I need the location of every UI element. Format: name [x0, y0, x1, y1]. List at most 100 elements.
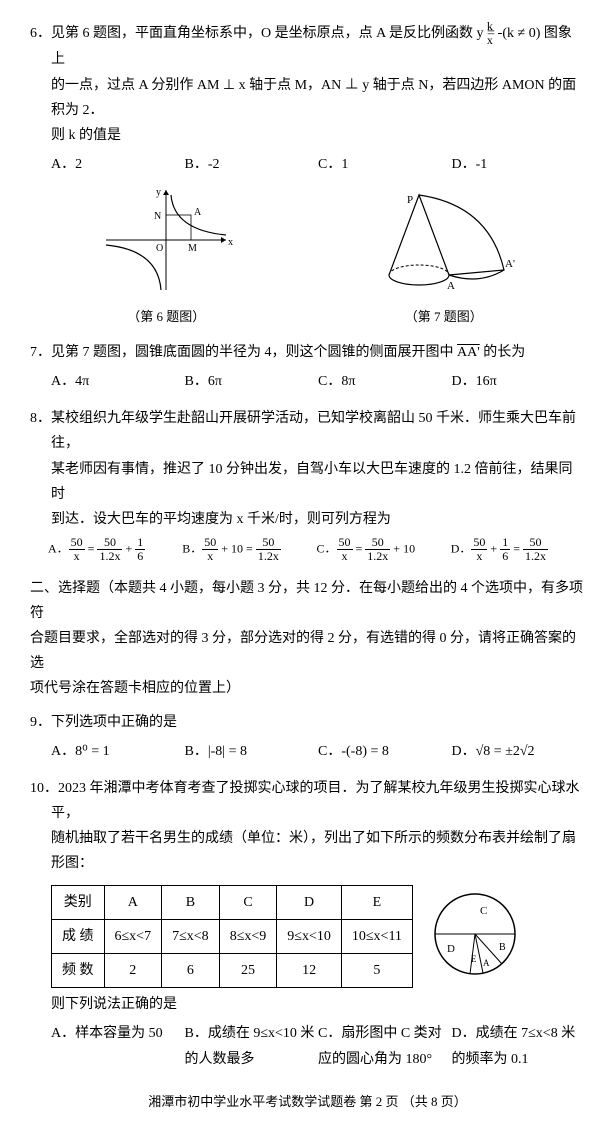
- q8-l1: 8．某校组织九年级学生赴韶山开展研学活动，已知学校离韶山 50 千米．师生乘大巴…: [51, 406, 585, 456]
- td: 9≤x<10: [277, 919, 342, 953]
- q10-after: 则下列说法正确的是: [51, 992, 585, 1017]
- th: E: [341, 885, 412, 919]
- th: A: [104, 885, 162, 919]
- svg-text:C: C: [480, 905, 487, 917]
- td: 6: [162, 954, 220, 988]
- q10-table-pie: 类别 A B C D E 成 绩 6≤x<7 7≤x<8 8≤x<9 9≤x<1…: [30, 877, 585, 993]
- question-10: 10．2023 年湘潭中考体育考查了投掷实心球的项目．为了解某校九年级男生投掷实…: [30, 776, 585, 1072]
- sec2-l3: 项代号涂在答题卡相应的位置上）: [30, 676, 585, 701]
- q10-options: A．样本容量为 50 B．成绩在 9≤x<10 米的人数最多 C．扇形图中 C …: [51, 1021, 585, 1071]
- q8-opt-a: A．50x = 501.2x + 16: [48, 536, 182, 563]
- svg-text:A': A': [505, 258, 515, 270]
- q8-t1: 某校组织九年级学生赴韶山开展研学活动，已知学校离韶山 50 千米．师生乘大巴车前…: [51, 411, 576, 451]
- svg-text:A: A: [483, 958, 490, 968]
- q8-l3: 到达．设大巴车的平均速度为 x 千米/时，则可列方程为: [51, 507, 585, 532]
- td: 12: [277, 954, 342, 988]
- svg-text:M: M: [188, 243, 197, 254]
- svg-text:P: P: [407, 194, 413, 206]
- fig7-caption: （第 7 题图）: [369, 305, 519, 328]
- q9-num: 9．: [30, 715, 51, 730]
- q7-opt-b: B．6π: [185, 369, 319, 394]
- figure-7: P A A' （第 7 题图）: [369, 185, 519, 328]
- q7-body: 见第 7 题图，圆锥底面圆的半径为 4，则这个圆锥的侧面展开图中: [51, 345, 457, 360]
- q9-options: A．8⁰ = 1 B．|-8| = 8 C．-(-8) = 8 D．√8 = ±…: [51, 739, 585, 764]
- td: 25: [219, 954, 277, 988]
- svg-text:E: E: [471, 954, 477, 964]
- q8-options: A．50x = 501.2x + 16 B．50x + 10 = 501.2x …: [48, 536, 585, 563]
- td: 8≤x<9: [219, 919, 277, 953]
- q7-opt-c: C．8π: [318, 369, 452, 394]
- q6-l1a: 见第 6 题图，平面直角坐标系中，O 是坐标原点，点 A 是反比例函数 y =: [51, 26, 498, 41]
- q10-num: 10．: [30, 781, 58, 796]
- td: 6≤x<7: [104, 919, 162, 953]
- q9-body: 下列选项中正确的是: [51, 715, 177, 730]
- q10-opt-c: C．扇形图中 C 类对应的圆心角为 180°: [318, 1021, 452, 1071]
- q9-text: 9．下列选项中正确的是: [51, 710, 585, 735]
- figure-6: x y O M N A （第 6 题图）: [96, 185, 236, 328]
- q6-opt-c: C．1: [318, 152, 452, 177]
- q8-opt-b: B．50x + 10 = 501.2x: [182, 536, 316, 563]
- hyperbola-svg: x y O M N A: [96, 185, 236, 295]
- q9-opt-b: B．|-8| = 8: [185, 739, 319, 764]
- q7-options: A．4π B．6π C．8π D．16π: [51, 369, 585, 394]
- q9-opt-a: A．8⁰ = 1: [51, 739, 185, 764]
- svg-text:y: y: [156, 187, 161, 198]
- table-row: 成 绩 6≤x<7 7≤x<8 8≤x<9 9≤x<10 10≤x<11: [52, 919, 413, 953]
- q6-num: 6．: [30, 26, 51, 41]
- q7-body2: 的长为: [480, 345, 526, 360]
- q10-opt-d: D．成绩在 7≤x<8 米的频率为 0.1: [452, 1021, 586, 1071]
- table-row: 频 数 2 6 25 12 5: [52, 954, 413, 988]
- td: 2: [104, 954, 162, 988]
- svg-text:B: B: [499, 942, 506, 953]
- question-7: 7．见第 7 题图，圆锥底面圆的半径为 4，则这个圆锥的侧面展开图中 AA' 的…: [30, 340, 585, 394]
- q10-l1: 10．2023 年湘潭中考体育考查了投掷实心球的项目．为了解某校九年级男生投掷实…: [51, 776, 585, 826]
- page-footer: 湘潭市初中学业水平考试数学试题卷 第 2 页 （共 8 页）: [30, 1090, 585, 1113]
- q7-text: 7．见第 7 题图，圆锥底面圆的半径为 4，则这个圆锥的侧面展开图中 AA' 的…: [51, 340, 585, 365]
- q6-opt-d: D．-1: [452, 152, 586, 177]
- cone-svg: P A A': [369, 185, 519, 295]
- q6-opt-b: B．-2: [185, 152, 319, 177]
- th: D: [277, 885, 342, 919]
- question-9: 9．下列选项中正确的是 A．8⁰ = 1 B．|-8| = 8 C．-(-8) …: [30, 710, 585, 764]
- section-2-header: 二、选择题（本题共 4 小题，每小题 3 分，共 12 分．在每小题给出的 4 …: [30, 576, 585, 702]
- q8-num: 8．: [30, 411, 51, 426]
- td: 10≤x<11: [341, 919, 412, 953]
- q9-opt-c: C．-(-8) = 8: [318, 739, 452, 764]
- svg-text:A: A: [194, 207, 202, 218]
- q9-opt-d: D．√8 = ±2√2: [452, 739, 586, 764]
- frequency-table: 类别 A B C D E 成 绩 6≤x<7 7≤x<8 8≤x<9 9≤x<1…: [51, 885, 413, 989]
- pie-chart: C D E A B: [425, 884, 525, 984]
- q6-opt-a: A．2: [51, 152, 185, 177]
- q8-opt-c: C．50x = 501.2x + 10: [317, 536, 451, 563]
- q10-t1: 2023 年湘潭中考体育考查了投掷实心球的项目．为了解某校九年级男生投掷实心球水…: [51, 781, 580, 821]
- svg-text:O: O: [156, 243, 163, 254]
- td: 频 数: [52, 954, 105, 988]
- question-8: 8．某校组织九年级学生赴韶山开展研学活动，已知学校离韶山 50 千米．师生乘大巴…: [30, 406, 585, 563]
- sec2-l2: 合题目要求，全部选对的得 3 分，部分选对的得 2 分，有选错的得 0 分，请将…: [30, 626, 585, 676]
- td: 7≤x<8: [162, 919, 220, 953]
- th: 类别: [52, 885, 105, 919]
- th: B: [162, 885, 220, 919]
- q6-figures: x y O M N A （第 6 题图） P A A' （第 7 题图）: [30, 185, 585, 328]
- svg-text:D: D: [447, 943, 455, 955]
- table-row: 类别 A B C D E: [52, 885, 413, 919]
- sec2-l1: 二、选择题（本题共 4 小题，每小题 3 分，共 12 分．在每小题给出的 4 …: [30, 576, 585, 626]
- question-6: 6．见第 6 题图，平面直角坐标系中，O 是坐标原点，点 A 是反比例函数 y …: [30, 20, 585, 328]
- q6-l3: 则 k 的值是: [51, 123, 585, 148]
- oa-pre: A．: [48, 542, 69, 556]
- fig6-caption: （第 6 题图）: [96, 305, 236, 328]
- q6-l2: 的一点，过点 A 分别作 AM ⊥ x 轴于点 M，AN ⊥ y 轴于点 N，若…: [51, 73, 585, 123]
- q7-arc: AA': [457, 345, 480, 360]
- svg-text:x: x: [228, 237, 233, 248]
- td: 成 绩: [52, 919, 105, 953]
- svg-text:N: N: [154, 211, 161, 222]
- q10-l2: 随机抽取了若干名男生的成绩（单位：米），列出了如下所示的频数分布表并绘制了扇形图…: [51, 826, 585, 876]
- th: C: [219, 885, 277, 919]
- q7-opt-d: D．16π: [452, 369, 586, 394]
- q8-l2: 某老师因有事情，推迟了 10 分钟出发，自驾小车以大巴车速度的 1.2 倍前往，…: [51, 457, 585, 507]
- q8-opt-d: D．50x + 16 = 501.2x: [451, 536, 585, 563]
- q10-opt-a: A．样本容量为 50: [51, 1021, 185, 1071]
- q7-num: 7．: [30, 345, 51, 360]
- q6-options: A．2 B．-2 C．1 D．-1: [51, 152, 585, 177]
- q7-opt-a: A．4π: [51, 369, 185, 394]
